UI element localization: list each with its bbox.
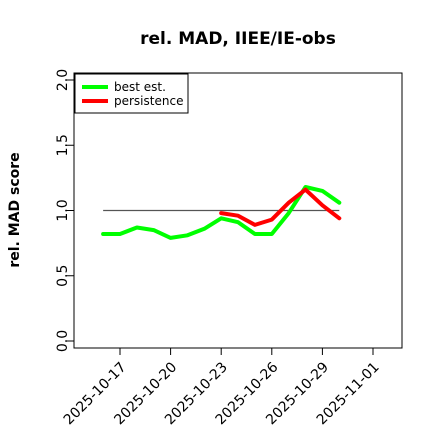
y-tick-label: 1.0 — [55, 199, 71, 221]
legend-label: best est. — [114, 80, 166, 94]
chart-title: rel. MAD, IIEE/IE-obs — [140, 29, 336, 49]
series-line-persistence — [219, 187, 342, 227]
legend: best est.persistence — [74, 73, 189, 114]
y-axis-label: rel. MAD score — [7, 152, 23, 267]
series-layer — [101, 185, 342, 240]
y-tick-label: 0.0 — [55, 330, 71, 352]
y-tick-label: 2.0 — [55, 69, 71, 91]
legend-label: persistence — [114, 94, 183, 108]
y-tick-label: 1.5 — [55, 134, 71, 156]
legend-box — [74, 73, 189, 114]
y-axis: 0.0 0.5 1.0 1.5 2.0 — [55, 69, 74, 352]
y-tick-label: 0.5 — [55, 265, 71, 287]
x-axis: 2025-10-172025-10-202025-10-232025-10-26… — [61, 348, 383, 428]
